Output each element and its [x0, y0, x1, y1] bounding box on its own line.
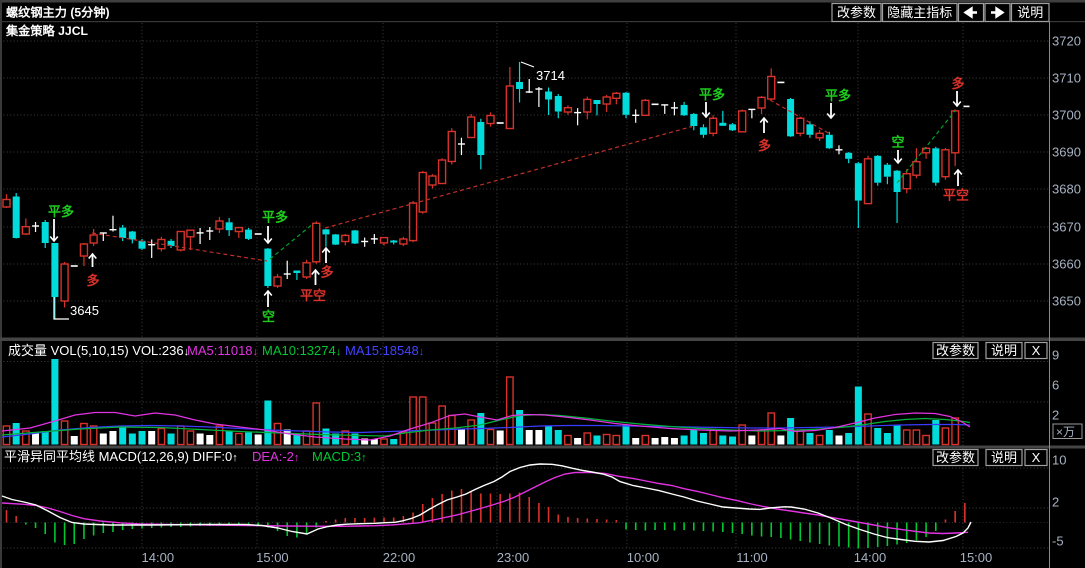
svg-text:MA15:18548↓: MA15:18548↓: [345, 343, 424, 358]
svg-text:平多: 平多: [699, 87, 725, 102]
svg-text:说明: 说明: [991, 450, 1017, 465]
svg-text:多: 多: [320, 265, 333, 280]
svg-text:X: X: [1032, 343, 1041, 358]
svg-text:平滑异同平均线 MACD(12,26,9) DIFF:0↑: 平滑异同平均线 MACD(12,26,9) DIFF:0↑: [4, 449, 238, 464]
svg-text:空: 空: [262, 309, 275, 324]
svg-text:2: 2: [1052, 495, 1059, 510]
svg-text:3714: 3714: [536, 68, 565, 83]
svg-text:多: 多: [951, 76, 964, 91]
svg-text:改参数: 改参数: [936, 343, 975, 358]
svg-text:10:00: 10:00: [627, 550, 660, 565]
svg-text:3700: 3700: [1052, 108, 1081, 123]
svg-text:-5: -5: [1052, 534, 1064, 549]
svg-text:空: 空: [891, 135, 904, 150]
svg-text:9: 9: [1052, 348, 1059, 363]
svg-text:22:00: 22:00: [383, 550, 416, 565]
svg-text:多: 多: [758, 138, 771, 153]
svg-text:3720: 3720: [1052, 34, 1081, 49]
svg-text:MACD:3↑: MACD:3↑: [312, 449, 367, 464]
svg-text:改参数: 改参数: [936, 450, 975, 465]
svg-text:3645: 3645: [70, 303, 99, 318]
svg-text:螺纹钢主力 (5分钟): 螺纹钢主力 (5分钟): [6, 5, 110, 20]
svg-text:说明: 说明: [991, 343, 1017, 358]
svg-text:MA5:11018↓: MA5:11018↓: [187, 343, 258, 358]
svg-text:15:00: 15:00: [960, 550, 993, 565]
svg-text:11:00: 11:00: [736, 550, 768, 565]
svg-text:10: 10: [1052, 453, 1066, 468]
svg-text:14:00: 14:00: [854, 550, 887, 565]
svg-text:3650: 3650: [1052, 294, 1081, 309]
svg-text:平多: 平多: [825, 88, 851, 103]
svg-text:3680: 3680: [1052, 182, 1081, 197]
svg-text:3670: 3670: [1052, 220, 1081, 235]
svg-text:3690: 3690: [1052, 145, 1081, 160]
svg-text:6: 6: [1052, 378, 1059, 393]
svg-text:多: 多: [86, 273, 99, 288]
svg-text:隐藏主指标: 隐藏主指标: [887, 5, 952, 20]
svg-text:平空: 平空: [943, 188, 969, 203]
svg-text:平多: 平多: [48, 204, 74, 219]
svg-text:3660: 3660: [1052, 257, 1081, 272]
svg-text:DEA:-2↑: DEA:-2↑: [252, 449, 299, 464]
svg-text:2: 2: [1052, 408, 1059, 423]
svg-text:平空: 平空: [300, 288, 326, 303]
svg-text:集金策略 JJCL: 集金策略 JJCL: [5, 23, 88, 38]
svg-text:平多: 平多: [262, 210, 288, 225]
svg-text:14:00: 14:00: [142, 550, 175, 565]
svg-text:3710: 3710: [1052, 71, 1081, 86]
svg-text:MA10:13274↓: MA10:13274↓: [262, 343, 341, 358]
svg-text:说明: 说明: [1017, 5, 1043, 20]
svg-text:×万: ×万: [1056, 425, 1075, 439]
svg-text:23:00: 23:00: [497, 550, 530, 565]
svg-text:改参数: 改参数: [837, 5, 876, 20]
svg-text:成交量 VOL(5,10,15) VOL:236↓: 成交量 VOL(5,10,15) VOL:236↓: [8, 343, 189, 358]
svg-text:X: X: [1032, 450, 1041, 465]
svg-text:15:00: 15:00: [256, 550, 289, 565]
